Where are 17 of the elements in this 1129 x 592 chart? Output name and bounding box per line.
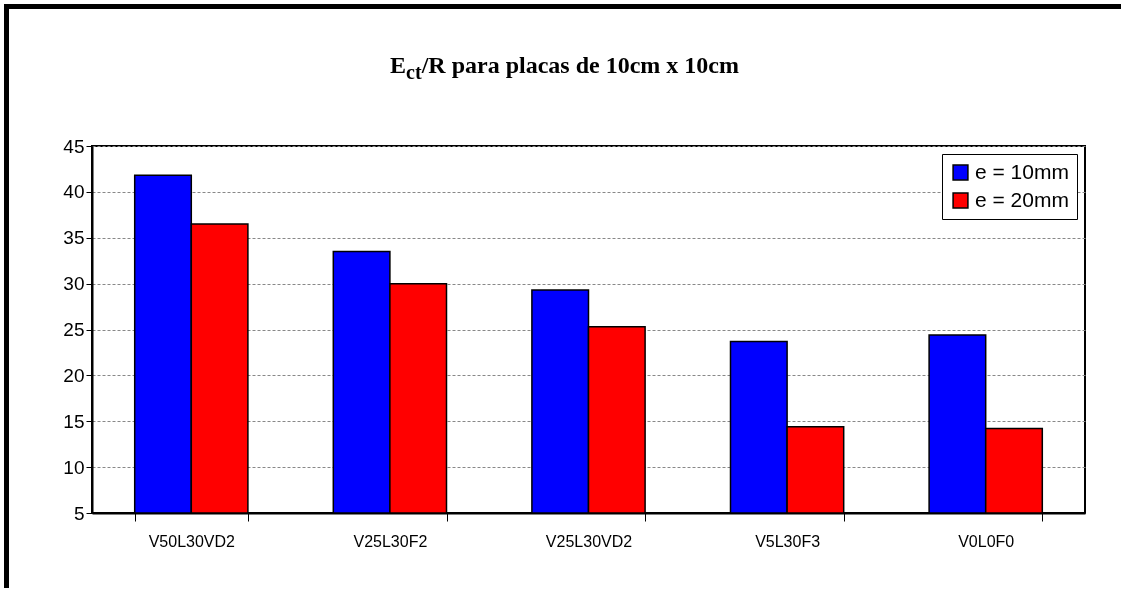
x-tick-label: V50L30VD2 [148, 532, 236, 550]
legend-label: e = 20mm [975, 187, 1069, 211]
chart-title: E$_{ct}$/R para placas de 10cm x 10cm [389, 52, 740, 84]
y-tick-label: 45 [63, 135, 85, 157]
y-tick-label: 40 [63, 181, 85, 203]
x-tick-label: V25L30F2 [353, 532, 428, 550]
y-tick-label: 30 [63, 273, 85, 295]
y-tick-label: 10 [63, 456, 85, 478]
y-tick-label: 25 [63, 319, 85, 340]
y-tick-label: 35 [63, 227, 85, 249]
x-tick-label: V5L30F3 [755, 532, 821, 550]
y-tick-label: 15 [63, 410, 85, 432]
x-tick-label: V0L0F0 [958, 532, 1015, 550]
y-tick-label: 20 [63, 364, 85, 386]
legend-label: e = 10mm [975, 159, 1069, 183]
y-tick-label: 5 [73, 502, 85, 524]
x-tick-label: V25L30VD2 [545, 532, 633, 550]
